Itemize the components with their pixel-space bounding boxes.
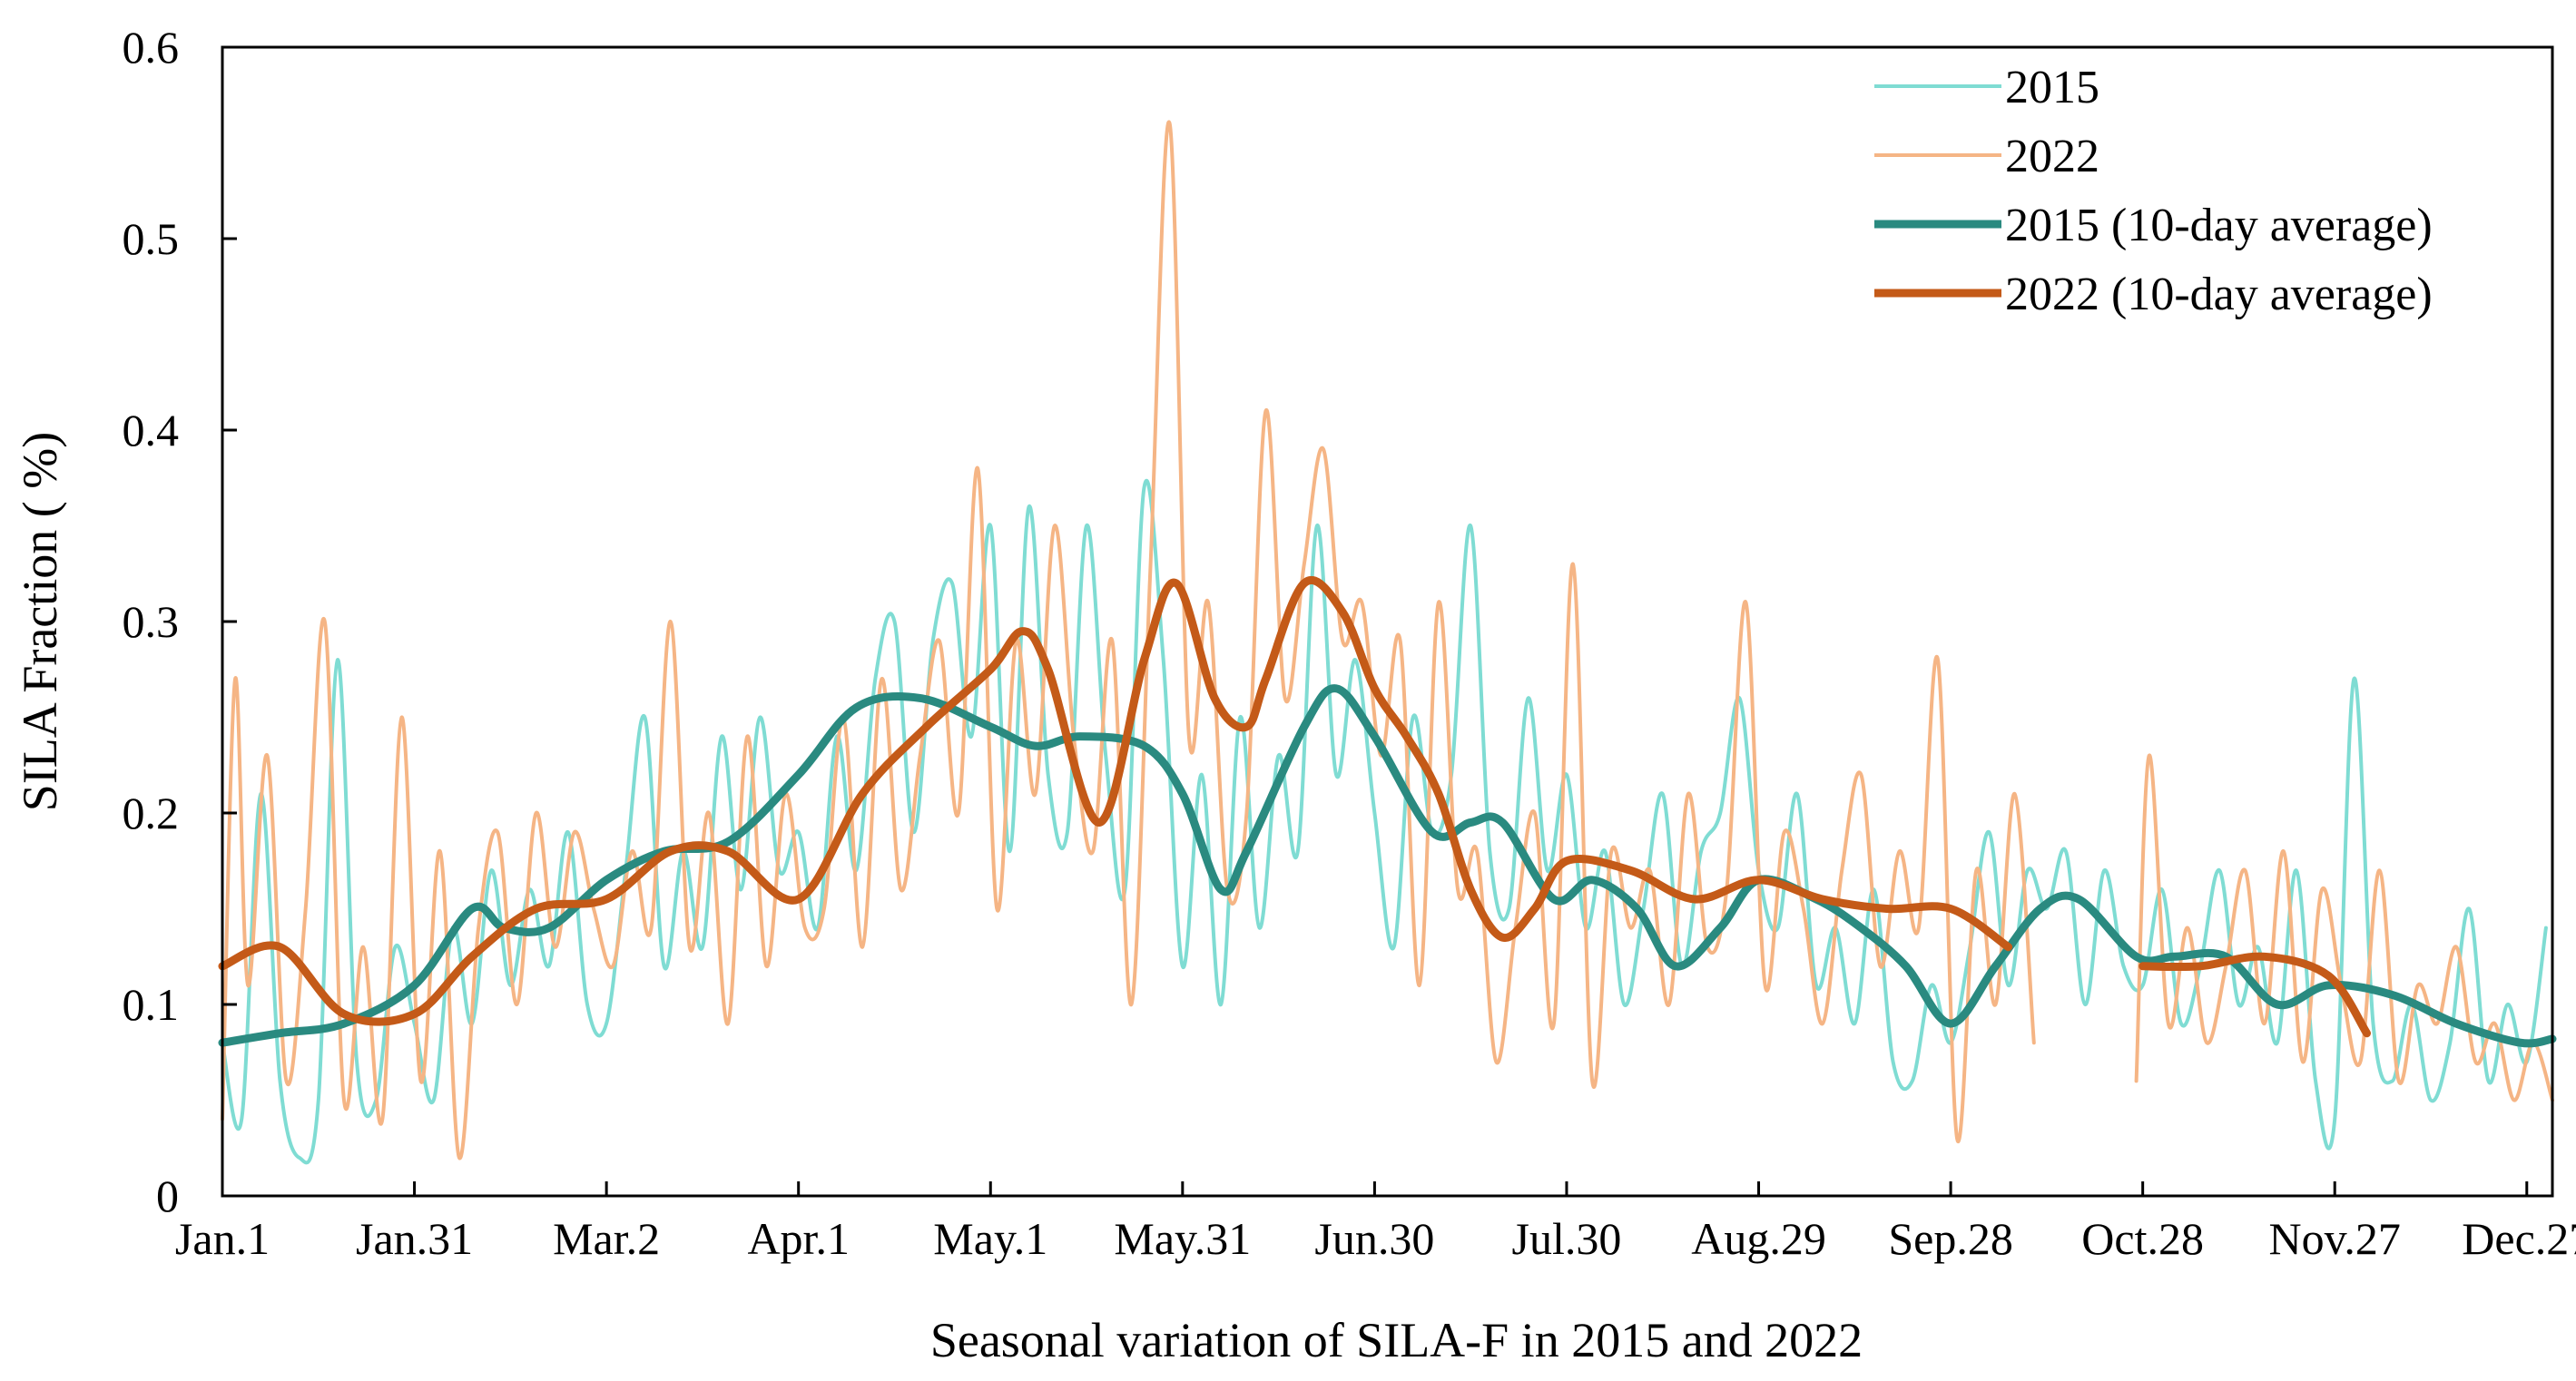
series-line-2022-10-day-average-5 (2138, 952, 2371, 1038)
legend-label: 2022 (2005, 131, 2099, 182)
x-tick-label: Jun.30 (1314, 1213, 1434, 1264)
legend-label: 2015 (2005, 62, 2099, 113)
x-axis-title: Seasonal variation of SILA-F in 2015 and… (930, 1313, 1863, 1367)
x-tick-label: Jan.1 (175, 1213, 270, 1264)
series-line-2022-1 (221, 120, 2036, 1161)
y-tick-label: 0 (156, 1170, 179, 1221)
series-line-2022-10-day-average-4 (218, 576, 2013, 1026)
series-line-2015-0 (221, 478, 2548, 1165)
y-tick-label: 0.1 (123, 979, 180, 1030)
x-tick-label: Jan.31 (356, 1213, 473, 1264)
x-tick-label: Dec.27 (2462, 1213, 2576, 1264)
x-tick-label: Oct.28 (2081, 1213, 2204, 1264)
series-layer (218, 120, 2557, 1165)
y-tick-label: 0.5 (123, 213, 180, 264)
x-tick-label: Jul.30 (1512, 1213, 1622, 1264)
x-tick-label: Nov.27 (2269, 1213, 2401, 1264)
x-tick-label: Apr.1 (747, 1213, 850, 1264)
y-tick-label: 0.3 (123, 596, 180, 647)
x-tick-label: Mar.2 (553, 1213, 660, 1264)
x-tick-label: Aug.29 (1691, 1213, 1826, 1264)
legend: 2015 2022 2015 (10-day average) 2022 (10-da… (1874, 62, 2433, 320)
ticks-layer: 0 0.1 0.2 0.3 0.4 0.5 0.6 Jan.1 Jan.31 Mar.2 Apr.1… (123, 22, 2576, 1264)
x-tick-label: Sep.28 (1888, 1213, 2013, 1264)
y-axis-title: SILA Fraction ( %) (13, 432, 67, 811)
x-tick-label: May.1 (933, 1213, 1047, 1264)
legend-label: 2022 (10-day average) (2005, 269, 2433, 320)
x-tick-label: May.31 (1114, 1213, 1251, 1264)
y-tick-label: 0.2 (123, 788, 180, 838)
legend-label: 2015 (10-day average) (2005, 200, 2433, 251)
y-tick-label: 0.6 (123, 22, 180, 73)
series-line-2022-2 (2134, 753, 2554, 1102)
y-tick-label: 0.4 (123, 405, 180, 455)
